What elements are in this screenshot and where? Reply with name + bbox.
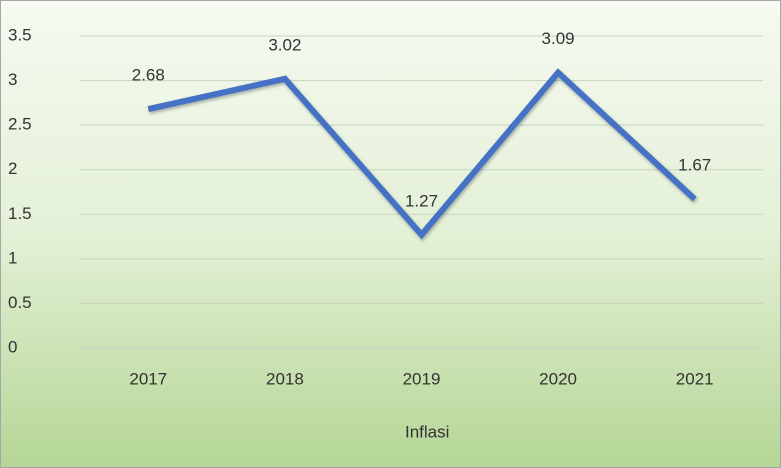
y-tick-label: 2 xyxy=(8,159,17,178)
y-tick-label: 1.5 xyxy=(8,204,32,223)
x-tick-label: 2021 xyxy=(676,369,714,388)
data-label: 1.67 xyxy=(678,156,711,175)
y-tick-label: 3 xyxy=(8,70,17,89)
data-label: 1.27 xyxy=(405,191,438,210)
x-tick-label: 2019 xyxy=(403,369,441,388)
y-tick-label: 2.5 xyxy=(8,115,32,134)
y-tick-label: 0 xyxy=(8,337,17,356)
x-tick-label: 2020 xyxy=(539,369,577,388)
legend-label: Inflasi xyxy=(405,422,449,441)
data-label: 2.68 xyxy=(132,66,165,85)
y-tick-label: 3.5 xyxy=(8,25,32,44)
data-label: 3.02 xyxy=(268,35,301,54)
series-line xyxy=(147,68,697,240)
y-tick-label: 1 xyxy=(8,248,17,267)
data-label: 3.09 xyxy=(542,29,575,48)
y-tick-label: 0.5 xyxy=(8,293,32,312)
x-tick-label: 2017 xyxy=(129,369,167,388)
x-tick-label: 2018 xyxy=(266,369,304,388)
